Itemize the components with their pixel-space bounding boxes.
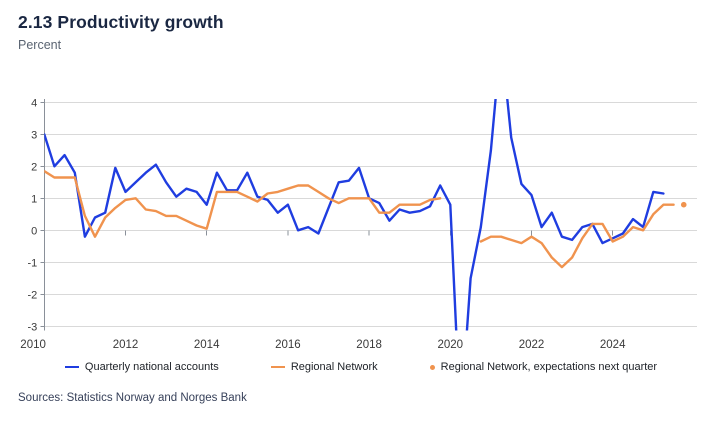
y-tick-label-3: 3 [31,129,37,141]
y-tick-label--2: -2 [28,289,38,301]
figure-subtitle: Percent [18,38,62,52]
x-tick-label-2018: 2018 [356,339,382,351]
figure-title: 2.13 Productivity growth [18,12,224,32]
y-tick-label-2: 2 [31,161,37,173]
chart-plot-area: 4 3 2 1 0 -1 -2 -3 2010 2012 2014 2016 2018 2020 2022 2… [20,97,697,351]
x-tick-label-2022: 2022 [519,339,545,351]
series-dot-regional-network-expectations [680,201,687,208]
y-tick-label-0: 0 [31,225,37,237]
legend-label: Regional Network, expectations next quar… [440,361,658,373]
y-tick-label--3: -3 [28,321,38,333]
series-line-quarterly-national-accounts [44,99,665,331]
legend-label: Regional Network [290,361,378,373]
series-line-regional-network-seg2 [479,203,675,269]
x-tick-label-2024: 2024 [600,339,626,351]
y-tick-label-4: 4 [31,97,37,109]
legend-item-regional-network: Regional Network [270,361,378,373]
x-tick-label-2020: 2020 [438,339,464,351]
x-tick-label-2014: 2014 [194,339,220,351]
x-tick-label-2010: 2010 [20,339,46,351]
orange-line-marker-icon [270,366,285,368]
chart-legend: Quarterly national accounts Regional Net… [0,358,722,376]
y-tick-label-1: 1 [31,193,37,205]
legend-label: Quarterly national accounts [84,361,219,373]
legend-item-regional-network-expectations: Regional Network, expectations next quar… [429,361,658,373]
sources-note: Sources: Statistics Norway and Norges Ba… [18,392,247,404]
legend-item-quarterly-national-accounts: Quarterly national accounts [64,361,219,373]
figure-header: 2.13 Productivity growth Percent [18,12,224,52]
blue-line-marker-icon [64,366,79,368]
x-tick-label-2016: 2016 [275,339,301,351]
y-tick-label--1: -1 [28,257,38,269]
orange-dot-marker-icon [429,364,435,370]
series-line-regional-network-seg1 [44,169,442,238]
x-tick-label-2012: 2012 [113,339,139,351]
